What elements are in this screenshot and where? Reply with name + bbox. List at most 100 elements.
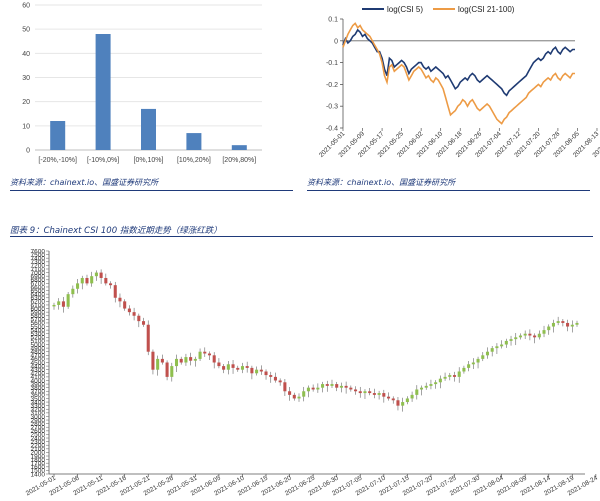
- y-tick-label: 5800: [31, 313, 46, 320]
- candle-up: [462, 367, 466, 372]
- y-tick-label: 5600: [31, 320, 46, 327]
- candle-down: [132, 312, 136, 316]
- candle-down: [141, 321, 146, 325]
- candle-up: [170, 366, 174, 377]
- y-tick-label: 5300: [31, 331, 46, 338]
- y-tick-label: 5500: [31, 324, 46, 331]
- y-tick-label: 6600: [31, 284, 46, 291]
- candle-up: [193, 358, 197, 361]
- candle-up: [443, 376, 447, 379]
- candle-up: [476, 358, 480, 363]
- y-tick-label: 50: [22, 27, 30, 34]
- y-tick-label: 2700: [31, 425, 46, 432]
- y-tick-label: 4600: [31, 356, 46, 363]
- candle-up: [509, 339, 513, 341]
- bar: [186, 133, 202, 150]
- candle-down: [561, 321, 565, 323]
- y-tick-label: 7200: [31, 263, 46, 270]
- candle-up: [363, 391, 367, 394]
- y-tick-label: 4800: [31, 349, 46, 356]
- y-tick-label: 3500: [31, 396, 46, 403]
- y-tick-label: 2900: [31, 417, 46, 424]
- candle-up: [76, 283, 80, 289]
- y-tick-label: 5400: [31, 327, 46, 334]
- candle-up: [80, 277, 84, 284]
- legend-label-csi5: log(CSI 5): [387, 5, 423, 14]
- y-tick-label: 1900: [31, 453, 46, 460]
- x-tick-label: [10%,20%]: [177, 157, 211, 164]
- candle-down: [533, 335, 537, 338]
- series-line-csi5: [342, 28, 575, 97]
- y-tick-label: 5900: [31, 309, 46, 316]
- y-tick-label: 2200: [31, 443, 46, 450]
- candle-up: [198, 351, 202, 359]
- right-source-rule: [307, 190, 590, 191]
- candle-up: [518, 335, 522, 338]
- candle-down: [179, 358, 183, 363]
- candle-up: [424, 385, 428, 388]
- candle-down: [137, 315, 141, 322]
- candle-down: [528, 333, 532, 336]
- y-tick-label: 5700: [31, 317, 46, 324]
- y-tick-label: -0.1: [326, 60, 338, 67]
- candle-down: [269, 375, 273, 377]
- y-tick-label: 5000: [31, 342, 46, 349]
- y-tick-label: 5100: [31, 338, 46, 345]
- candle-up: [321, 384, 325, 388]
- y-tick-label: 2000: [31, 450, 46, 457]
- y-tick-label: 4900: [31, 345, 46, 352]
- candle-down: [273, 376, 277, 381]
- y-tick-label: 30: [22, 75, 30, 82]
- candle-up: [415, 389, 419, 395]
- y-tick-label: 4200: [31, 371, 46, 378]
- y-tick-label: 2100: [31, 446, 46, 453]
- candle-up: [94, 272, 98, 277]
- candle-down: [259, 369, 263, 372]
- candle-up: [434, 382, 438, 385]
- candle-down: [245, 366, 249, 368]
- candle-down: [85, 277, 89, 284]
- candlestick-chart: 1400150016001700180019002000210022002300…: [25, 248, 599, 497]
- candle-down: [382, 393, 386, 397]
- bar: [231, 145, 247, 150]
- candle-down: [349, 387, 353, 390]
- candle-down: [118, 297, 122, 302]
- candle-up: [57, 301, 61, 305]
- candle-up: [448, 375, 452, 377]
- candle-down: [207, 353, 212, 356]
- line-chart: -0.4-0.3-0.2-0.100.12021-05-012021-05-09…: [318, 5, 600, 159]
- y-tick-label: 2500: [31, 432, 46, 439]
- y-tick-label: 7600: [31, 248, 46, 255]
- candle-up: [485, 351, 490, 356]
- candle-up: [410, 394, 414, 399]
- candle-down: [113, 285, 117, 298]
- candle-down: [109, 283, 113, 286]
- candle-down: [566, 322, 570, 327]
- y-tick-label: 2600: [31, 428, 46, 435]
- series-line-csi21-100: [342, 22, 575, 125]
- right-source-note: 资料来源：chainext.io、国盛证券研究所: [307, 178, 456, 187]
- x-tick-label: [0%,10%]: [134, 157, 164, 164]
- y-tick-label: 3000: [31, 414, 46, 421]
- candle-up: [52, 304, 56, 307]
- candle-up: [316, 387, 320, 390]
- candle-down: [372, 393, 376, 395]
- candle-down: [278, 380, 282, 383]
- candle-down: [354, 389, 358, 392]
- candle-down: [212, 355, 216, 363]
- y-tick-label: 5200: [31, 335, 46, 342]
- candle-up: [514, 337, 518, 340]
- y-tick-label: 3600: [31, 392, 46, 399]
- y-tick-label: 6700: [31, 281, 46, 288]
- candle-down: [311, 387, 315, 390]
- candle-up: [504, 340, 508, 345]
- y-tick-label: 4700: [31, 353, 46, 360]
- y-tick-label: 6800: [31, 277, 46, 284]
- candle-up: [575, 322, 579, 325]
- y-tick-label: -0.3: [326, 104, 338, 111]
- candle-down: [231, 364, 235, 368]
- y-tick-label: 1500: [31, 468, 46, 475]
- candle-down: [217, 362, 221, 367]
- y-tick-label: 10: [22, 123, 30, 130]
- candle-down: [452, 375, 457, 377]
